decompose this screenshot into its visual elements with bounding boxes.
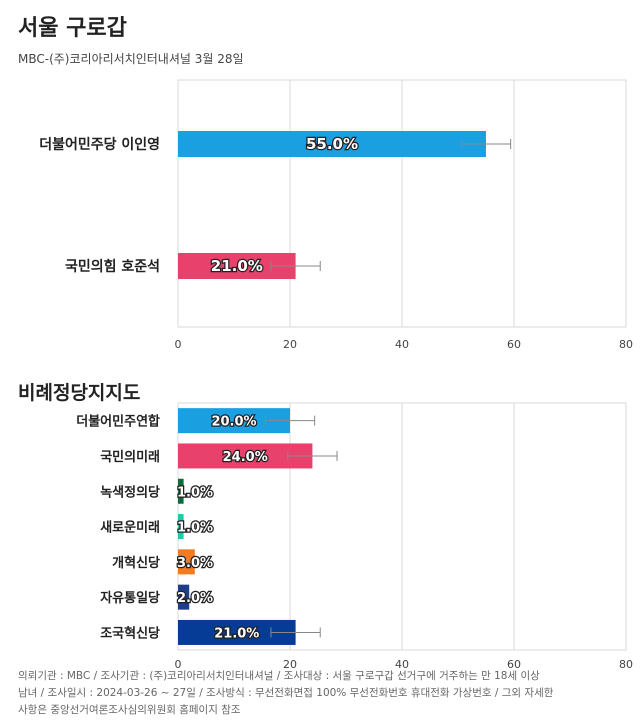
x-tick-label: 60 xyxy=(507,658,521,671)
category-label: 국민의힘 호준석 xyxy=(65,258,160,275)
plot-frame xyxy=(177,79,627,328)
chart-title-proportional: 비례정당지지도 xyxy=(18,382,141,404)
category-label: 자유통일당 xyxy=(100,590,160,606)
category-label: 더불어민주연합 xyxy=(76,414,160,430)
data-label: 24.0% xyxy=(223,450,268,465)
page-subtitle: MBC-(주)코리아리서치인터내셔널 3월 28일 xyxy=(18,52,244,66)
page-title: 서울 구로갑 xyxy=(18,16,127,41)
category-label: 국민의미래 xyxy=(100,449,160,465)
data-label: 1.0% xyxy=(177,521,213,536)
x-tick-label: 60 xyxy=(507,338,521,351)
category-label: 녹색정의당 xyxy=(100,484,160,500)
footer-line: 남녀 / 조사일시 : 2024-03-26 ~ 27일 / 조사방식 : 무선… xyxy=(18,687,554,699)
x-tick-label: 80 xyxy=(619,658,633,671)
x-tick-label: 0 xyxy=(175,338,182,351)
category-label: 개혁신당 xyxy=(112,555,160,571)
bar xyxy=(178,584,190,610)
x-tick-label: 80 xyxy=(619,338,633,351)
x-tick-label: 0 xyxy=(175,658,182,671)
category-label: 더불어민주당 이인영 xyxy=(39,136,160,153)
data-label: 55.0% xyxy=(306,135,358,153)
footer-line: 의뢰기관 : MBC / 조사기관 : (주)코리아리서치인터내셔널 / 조사대… xyxy=(18,670,540,682)
footer-note: 의뢰기관 : MBC / 조사기관 : (주)코리아리서치인터내셔널 / 조사대… xyxy=(18,668,633,719)
data-label: 21.0% xyxy=(214,626,259,641)
data-label: 1.0% xyxy=(177,485,213,500)
category-label: 조국혁신당 xyxy=(100,625,160,641)
x-tick-label: 20 xyxy=(283,658,297,671)
bar xyxy=(178,478,184,504)
x-tick-label: 40 xyxy=(395,338,409,351)
category-label: 새로운미래 xyxy=(100,520,160,536)
data-label: 20.0% xyxy=(211,415,256,430)
x-tick-label: 20 xyxy=(283,338,297,351)
x-tick-label: 40 xyxy=(395,658,409,671)
data-label: 21.0% xyxy=(211,257,263,275)
bar xyxy=(178,514,184,540)
bar xyxy=(178,131,486,157)
data-label: 3.0% xyxy=(177,556,213,571)
footer-line: 사항은 중앙선거여론조사심의위원회 홈페이지 참조 xyxy=(18,704,241,716)
data-label: 2.0% xyxy=(177,591,213,606)
